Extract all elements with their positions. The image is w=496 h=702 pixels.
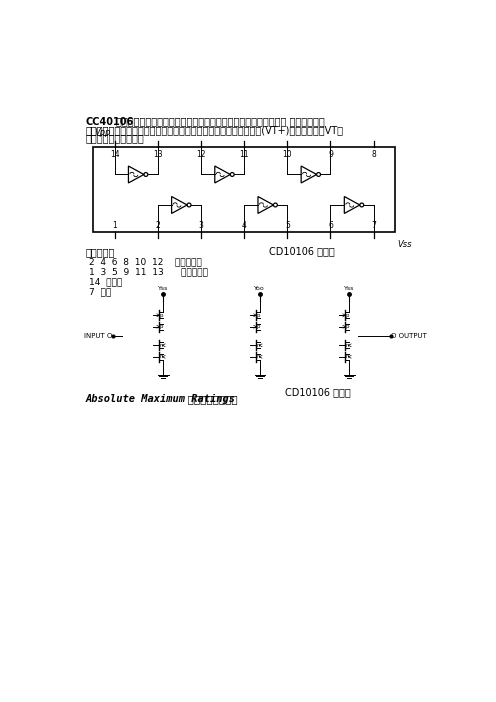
Text: 由六个斯密特触发器电路组成。每个电路均为在两输入端具有斯密 特触发器功能: 由六个斯密特触发器电路组成。每个电路均为在两输入端具有斯密 特触发器功能 [116, 117, 325, 126]
Text: CC40106: CC40106 [85, 117, 133, 126]
Text: 10: 10 [283, 150, 292, 159]
Text: 12: 12 [196, 150, 206, 159]
Text: p: p [160, 312, 163, 318]
Text: 8: 8 [372, 150, 376, 159]
Text: 6: 6 [328, 220, 333, 230]
Text: 14  电源正: 14 电源正 [89, 277, 123, 286]
Text: 3: 3 [198, 220, 203, 230]
Text: 1: 1 [112, 220, 117, 230]
Text: 引脚功能：: 引脚功能： [85, 248, 115, 258]
Text: INPUT O: INPUT O [84, 333, 113, 339]
Text: Absolute Maximum Ratings: Absolute Maximum Ratings [85, 394, 235, 404]
Text: 绝对最大额定値：: 绝对最大额定値： [185, 394, 238, 404]
Text: p: p [346, 324, 349, 329]
Text: 11: 11 [240, 150, 249, 159]
Text: Vpp: Vpp [95, 128, 111, 137]
Text: 7: 7 [371, 220, 376, 230]
Text: n: n [256, 355, 260, 359]
Text: CD10106 引脚图: CD10106 引脚图 [269, 246, 335, 256]
Text: n: n [256, 343, 260, 347]
Text: O OUTPUT: O OUTPUT [391, 333, 427, 339]
Text: 7  接地: 7 接地 [89, 288, 112, 296]
Text: p: p [346, 312, 349, 318]
Text: 9: 9 [328, 150, 333, 159]
Text: 13: 13 [153, 150, 163, 159]
Text: p: p [256, 324, 260, 329]
Bar [93, 147, 395, 232]
Text: n: n [160, 355, 163, 359]
Text: CD10106 内部图: CD10106 内部图 [285, 388, 351, 397]
Text: p: p [256, 312, 260, 318]
Text: 14: 14 [110, 150, 120, 159]
Text: n: n [346, 355, 349, 359]
Text: 之差定义为滞后电压。: 之差定义为滞后电压。 [85, 133, 144, 143]
Text: 2  4  6  8  10  12    数据输出端: 2 4 6 8 10 12 数据输出端 [89, 258, 202, 267]
Text: n: n [160, 343, 163, 347]
Text: Yss: Yss [158, 286, 168, 291]
Text: 2: 2 [155, 220, 160, 230]
Text: Yoo: Yoo [254, 286, 265, 291]
Text: Vss: Vss [398, 240, 412, 249]
Text: 的反相器。触发器在信号的上升和下降沿的不同点开、关。上升电压(VT+)和下降电压（VT）: 的反相器。触发器在信号的上升和下降沿的不同点开、关。上升电压(VT+)和下降电压… [85, 125, 343, 135]
Text: n: n [346, 343, 349, 347]
Text: Yss: Yss [344, 286, 354, 291]
Text: 5: 5 [285, 220, 290, 230]
Text: 1  3  5  9  11  13      数据输入端: 1 3 5 9 11 13 数据输入端 [89, 267, 208, 277]
Text: 4: 4 [242, 220, 247, 230]
Text: p: p [160, 324, 163, 329]
